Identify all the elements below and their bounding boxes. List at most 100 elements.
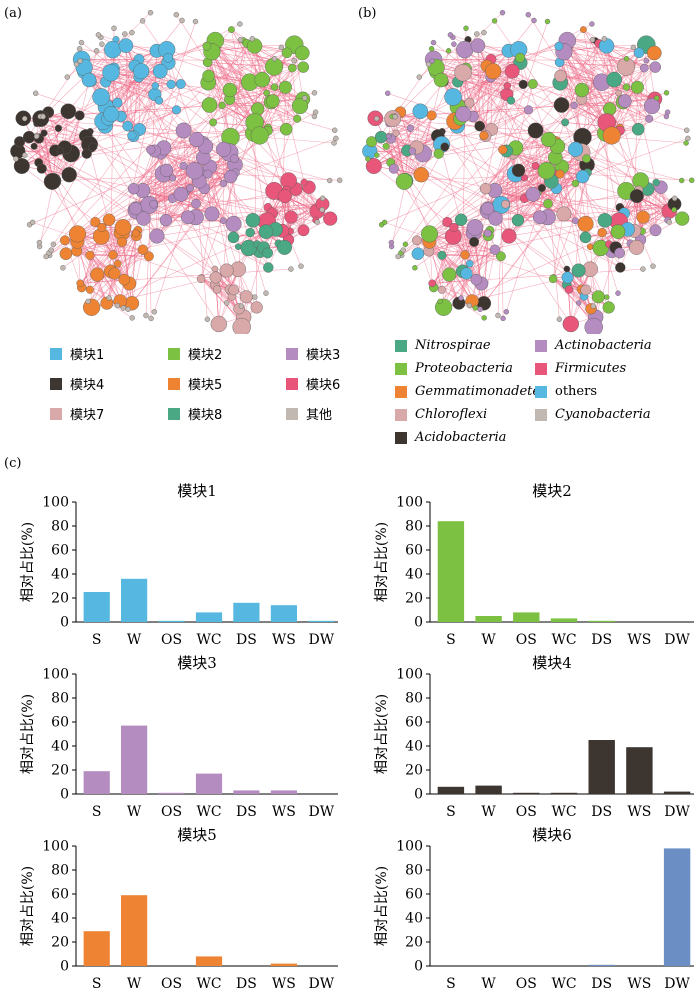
legend-item-module-9: 其他	[286, 404, 332, 423]
bar-chart-2: 0 20 40 60 80 100 S W OS WC DS WS DW 模块2 相对占比(%)	[374, 482, 694, 648]
x-tick-label: DS	[236, 632, 257, 648]
x-tick-label: DS	[236, 976, 257, 992]
y-tick-label: 100	[396, 495, 423, 511]
bar-WS	[270, 790, 297, 794]
panel-label-b: (b)	[358, 6, 377, 21]
legend-item-module-7: 模块7	[50, 404, 104, 423]
legend-item-module-6: 模块6	[286, 374, 340, 393]
legend-item-module-2: 模块2	[168, 344, 222, 363]
y-tick-label: 0	[60, 615, 69, 631]
panel-label-c: (c)	[4, 456, 22, 471]
x-tick-label: OS	[161, 804, 182, 820]
legend-item-phylum-3: Proteobacteria	[395, 361, 513, 376]
legend-item-module-4: 模块4	[50, 374, 104, 393]
bar-chart-3: 0 20 40 60 80 100 S W OS WC DS WS DW 模块3 相对占比(%)	[20, 654, 338, 820]
x-tick-label: WS	[627, 976, 651, 992]
y-axis-label: 相对占比(%)	[374, 522, 390, 602]
network-graph-modules	[10, 9, 343, 334]
x-tick-label: S	[446, 976, 456, 992]
y-tick-label: 40	[51, 739, 69, 755]
bar-WC	[195, 773, 223, 794]
x-tick-label: WC	[196, 632, 221, 648]
x-tick-label: DS	[591, 976, 612, 992]
legend-swatch	[535, 385, 547, 398]
bar-DW	[308, 620, 335, 622]
legend-item-module-3: 模块3	[286, 344, 340, 363]
x-tick-label: WS	[627, 804, 651, 820]
x-tick-label: WC	[196, 804, 221, 820]
bar-WC	[550, 618, 578, 622]
legend-swatch	[395, 408, 407, 421]
x-tick-label: DW	[308, 804, 334, 820]
y-tick-label: 80	[51, 519, 69, 535]
bar-W	[475, 785, 502, 794]
legend-label: Chloroflexi	[415, 407, 488, 422]
bar-OS	[513, 612, 540, 622]
legend-item-phylum-4: Firmicutes	[535, 361, 626, 376]
y-axis-label: 相对占比(%)	[20, 866, 36, 946]
legend-swatch	[395, 431, 407, 444]
bar-chart-4: 0 20 40 60 80 100 S W OS WC DS WS DW 模块4 相对占比(%)	[374, 654, 694, 820]
panel-label-a: (a)	[4, 6, 22, 21]
network-graph-phyla	[362, 9, 695, 334]
legend-item-module-5: 模块5	[168, 374, 222, 393]
legend-label: 模块2	[188, 348, 223, 363]
y-tick-label: 80	[405, 519, 423, 535]
x-tick-label: WS	[272, 976, 296, 992]
bar-DW	[663, 791, 691, 794]
legend-item-phylum-6: others	[535, 384, 597, 399]
y-tick-label: 80	[51, 863, 69, 879]
bar-WS	[270, 605, 297, 622]
legend-label: Actinobacteria	[555, 338, 652, 353]
network-nodes	[362, 9, 695, 334]
x-tick-label: W	[481, 976, 496, 992]
bar-S	[83, 931, 110, 966]
legend-label: 模块5	[188, 378, 223, 393]
legend-swatch	[286, 377, 298, 390]
x-tick-label: S	[446, 632, 456, 648]
x-tick-label: W	[481, 632, 496, 648]
y-tick-label: 20	[405, 763, 423, 779]
legend-swatch	[395, 339, 407, 352]
legend-item-phylum-1: Nitrospirae	[395, 338, 491, 353]
y-tick-label: 0	[414, 959, 423, 975]
bar-DS	[233, 602, 260, 622]
y-tick-label: 20	[405, 935, 423, 951]
legend-item-module-8: 模块8	[168, 404, 222, 423]
bar-DS	[233, 790, 260, 794]
legend-item-phylum-5: Gemmatimonadetes	[395, 384, 547, 399]
bar-DS	[588, 740, 615, 794]
legend-swatch	[286, 347, 298, 360]
x-tick-label: W	[127, 632, 142, 648]
legend-label: 模块7	[70, 408, 105, 423]
y-tick-label: 80	[405, 863, 423, 879]
y-tick-label: 20	[405, 591, 423, 607]
legend-label: Cyanobacteria	[555, 407, 651, 422]
bar-DS	[588, 964, 615, 966]
y-tick-label: 60	[51, 887, 69, 903]
y-tick-label: 100	[396, 667, 423, 683]
x-tick-label: DW	[664, 804, 690, 820]
y-tick-label: 100	[42, 839, 69, 855]
legend-swatch	[395, 362, 407, 375]
legend-label: Nitrospirae	[415, 338, 491, 353]
y-axis-label: 相对占比(%)	[374, 694, 390, 774]
y-tick-label: 0	[414, 787, 423, 803]
y-tick-label: 60	[405, 543, 423, 559]
bar-chart-5: 0 20 40 60 80 100 S W OS WC DS WS DW 模块5 相对占比(%)	[20, 826, 338, 992]
y-tick-label: 80	[405, 691, 423, 707]
y-tick-label: 40	[405, 567, 423, 583]
module-legend: 模块1 模块2 模块3 模块4 模块5 模块6 模块7 模块8 其他	[50, 344, 350, 440]
legend-item-phylum-8: Cyanobacteria	[535, 407, 651, 422]
x-tick-label: DS	[236, 804, 257, 820]
y-tick-label: 20	[51, 935, 69, 951]
x-tick-label: DS	[591, 804, 612, 820]
y-tick-label: 100	[396, 839, 423, 855]
legend-item-phylum-7: Chloroflexi	[395, 407, 487, 422]
x-tick-label: S	[92, 976, 102, 992]
legend-label: 其他	[306, 408, 333, 423]
legend-swatch	[535, 408, 547, 421]
y-tick-label: 0	[414, 615, 423, 631]
x-tick-label: OS	[516, 632, 537, 648]
x-tick-label: DS	[591, 632, 612, 648]
